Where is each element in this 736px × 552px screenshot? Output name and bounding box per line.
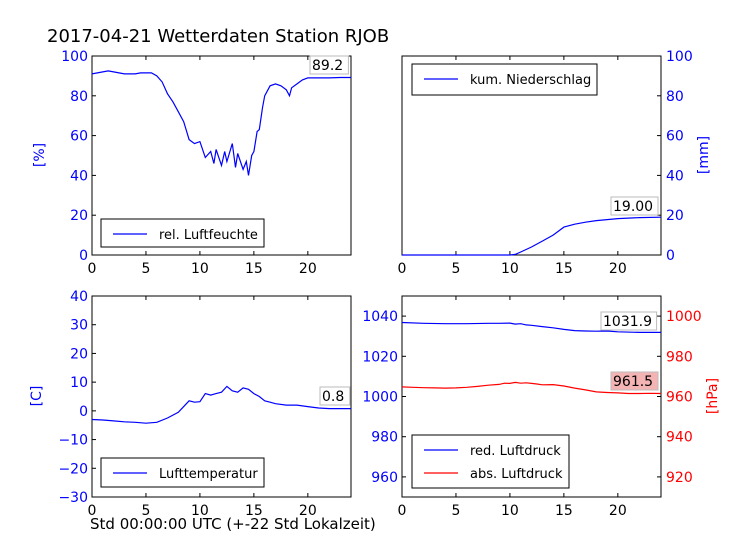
y-tick-label: 40 — [70, 289, 88, 305]
legend-label: Lufttemperatur — [159, 467, 258, 482]
x-tick-label: 10 — [501, 261, 519, 277]
y-tick-label: 100 — [61, 49, 88, 65]
x-tick-label: 0 — [398, 261, 407, 277]
x-axis-caption: Std 00:00:00 UTC (+-22 Std Lokalzeit) — [90, 515, 376, 533]
y-tick-label: 30 — [70, 318, 88, 334]
legend-box — [411, 434, 570, 489]
y-tick-label: 0 — [79, 248, 88, 264]
value-box-label: 89.2 — [312, 58, 343, 74]
y-tick-label: 1040 — [362, 309, 398, 325]
x-tick-label: 20 — [609, 503, 627, 519]
series-line — [401, 321, 661, 333]
y-axis-label: [C] — [29, 386, 45, 407]
x-tick-label: 5 — [451, 503, 460, 519]
y-tick-label: 40 — [70, 168, 88, 184]
x-tick-label: 15 — [245, 261, 263, 277]
value-box-label: 1031.9 — [603, 314, 652, 330]
plot-frame — [401, 55, 662, 256]
value-box — [610, 196, 659, 216]
figure-title: 2017-04-21 Wetterdaten Station RJOB — [47, 26, 390, 47]
y-tick-label: 40 — [666, 168, 684, 184]
y-tick-label: 1000 — [362, 390, 398, 406]
legend-label: red. Luftdruck — [470, 444, 561, 459]
y-tick-label: 80 — [666, 89, 684, 105]
y-right-tick-label: 940 — [666, 430, 693, 446]
y-tick-label: 20 — [70, 346, 88, 362]
y-tick-label: 10 — [70, 375, 88, 391]
y-axis-label: [%] — [32, 143, 48, 167]
y-right-tick-label: 920 — [666, 470, 693, 486]
y-tick-label: −20 — [58, 461, 88, 477]
y-tick-label: 20 — [666, 208, 684, 224]
x-tick-label: 20 — [299, 261, 317, 277]
series-line — [91, 385, 351, 424]
y-tick-label: 20 — [70, 208, 88, 224]
y-tick-label: −30 — [58, 490, 88, 506]
series-line — [401, 381, 662, 395]
y-tick-label: 80 — [70, 89, 88, 105]
x-tick-label: 0 — [88, 261, 97, 277]
series-line — [91, 70, 351, 176]
y-axis-label: [hPa] — [705, 378, 721, 414]
value-box-label: 0.8 — [322, 389, 344, 405]
x-tick-label: 5 — [451, 261, 460, 277]
value-box-label: 19.00 — [613, 199, 653, 215]
x-tick-label: 10 — [191, 261, 209, 277]
legend-label: abs. Luftdruck — [470, 467, 563, 482]
x-tick-label: 0 — [88, 503, 97, 519]
x-tick-label: 15 — [245, 503, 263, 519]
x-tick-label: 10 — [191, 503, 209, 519]
y-tick-label: 100 — [666, 49, 693, 65]
x-tick-label: 0 — [398, 503, 407, 519]
y-tick-label: 60 — [70, 129, 88, 145]
legend-label: rel. Luftfeuchte — [159, 228, 258, 243]
x-tick-label: 20 — [299, 503, 317, 519]
x-tick-label: 10 — [501, 503, 519, 519]
x-tick-label: 5 — [141, 503, 150, 519]
y-tick-label: 960 — [371, 470, 398, 486]
y-tick-label: 0 — [79, 404, 88, 420]
x-tick-label: 15 — [555, 503, 573, 519]
y-tick-label: −10 — [58, 433, 88, 449]
y-axis-label: [mm] — [696, 136, 712, 174]
y-tick-label: 980 — [371, 430, 398, 446]
legend-box — [100, 218, 265, 248]
value-box-label: 961.5 — [613, 374, 653, 390]
plot-frame — [91, 295, 352, 498]
plot-frame — [91, 55, 352, 256]
y-right-tick-label: 960 — [666, 390, 693, 406]
legend-label: kum. Niederschlag — [470, 73, 591, 88]
y-tick-label: 1020 — [362, 349, 398, 365]
value-box — [319, 386, 351, 406]
value-box — [610, 371, 659, 391]
y-tick-label: 0 — [666, 248, 675, 264]
y-tick-label: 60 — [666, 129, 684, 145]
y-right-tick-label: 1000 — [666, 309, 702, 325]
x-tick-label: 5 — [141, 261, 150, 277]
value-box — [600, 311, 658, 331]
y-right-tick-label: 980 — [666, 349, 693, 365]
x-tick-label: 20 — [609, 261, 627, 277]
x-tick-label: 15 — [555, 261, 573, 277]
series-line — [402, 216, 662, 256]
value-box — [309, 55, 349, 75]
